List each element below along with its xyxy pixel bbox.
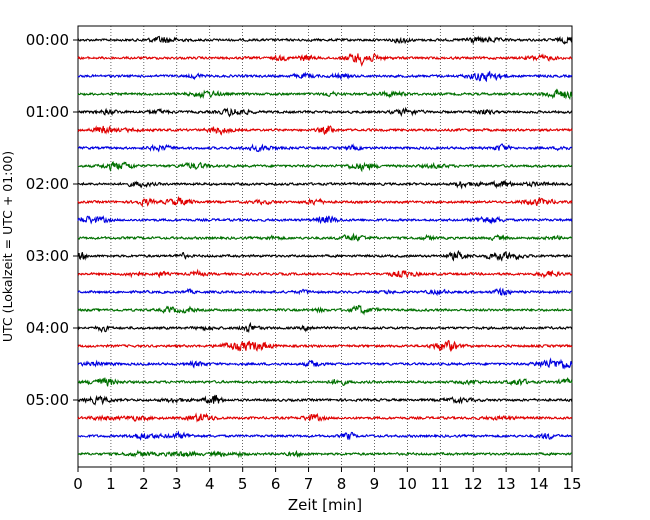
seismic-trace — [77, 449, 572, 459]
x-tick-label: 11 — [431, 475, 450, 493]
seismic-trace — [77, 412, 573, 423]
seismic-trace — [77, 52, 573, 67]
seismic-trace — [77, 249, 573, 262]
seismic-trace — [77, 268, 573, 279]
y-axis-ticks: 00:00 01:00 02:00 03:00 04:00 05:00 — [26, 31, 78, 409]
seismic-traces — [77, 35, 573, 459]
seismic-trace — [77, 232, 573, 242]
x-tick-label: 10 — [398, 475, 417, 493]
x-axis-label: Zeit [min] — [288, 496, 362, 514]
y-axis-label: UTC (Lokalzeit = UTC + 01:00) — [0, 151, 15, 342]
y-tick-label: 00:00 — [26, 31, 69, 49]
seismic-trace — [77, 143, 573, 153]
x-axis-ticks: 0 1 2 3 4 5 6 7 8 9 10 11 12 13 14 15 — [73, 467, 582, 493]
seismic-trace — [77, 430, 573, 441]
y-tick-label: 05:00 — [26, 391, 69, 409]
seismic-trace — [77, 124, 573, 136]
x-tick-label: 12 — [464, 475, 483, 493]
seismic-trace — [77, 287, 573, 297]
x-tick-label: 7 — [304, 475, 314, 493]
y-tick-label: 04:00 — [26, 319, 69, 337]
seismic-trace — [77, 321, 573, 334]
x-tick-label: 13 — [497, 475, 516, 493]
x-tick-label: 6 — [271, 475, 281, 493]
seismic-trace — [77, 179, 573, 190]
seismic-trace — [77, 376, 573, 387]
seismic-trace — [77, 357, 573, 370]
x-tick-label: 9 — [370, 475, 380, 493]
seismic-trace — [77, 161, 573, 173]
y-tick-label: 01:00 — [26, 103, 69, 121]
seismic-trace — [77, 339, 573, 353]
y-tick-label: 03:00 — [26, 247, 69, 265]
seismic-trace — [77, 394, 573, 406]
seismic-trace — [77, 215, 573, 225]
x-tick-label: 1 — [106, 475, 116, 493]
x-tick-label: 4 — [205, 475, 215, 493]
x-tick-label: 2 — [139, 475, 149, 493]
seismic-trace — [77, 70, 573, 83]
seismic-trace — [77, 106, 573, 118]
y-tick-label: 02:00 — [26, 175, 69, 193]
plot-area — [77, 25, 573, 468]
seismic-trace — [77, 304, 573, 316]
x-tick-label: 5 — [238, 475, 248, 493]
x-tick-label: 15 — [562, 475, 581, 493]
x-tick-label: 0 — [73, 475, 83, 493]
x-tick-label: 8 — [337, 475, 347, 493]
x-tick-label: 3 — [172, 475, 182, 493]
seismic-trace — [77, 35, 573, 45]
seismic-trace — [77, 195, 573, 208]
seismic-trace — [77, 88, 573, 101]
x-tick-label: 14 — [530, 475, 549, 493]
